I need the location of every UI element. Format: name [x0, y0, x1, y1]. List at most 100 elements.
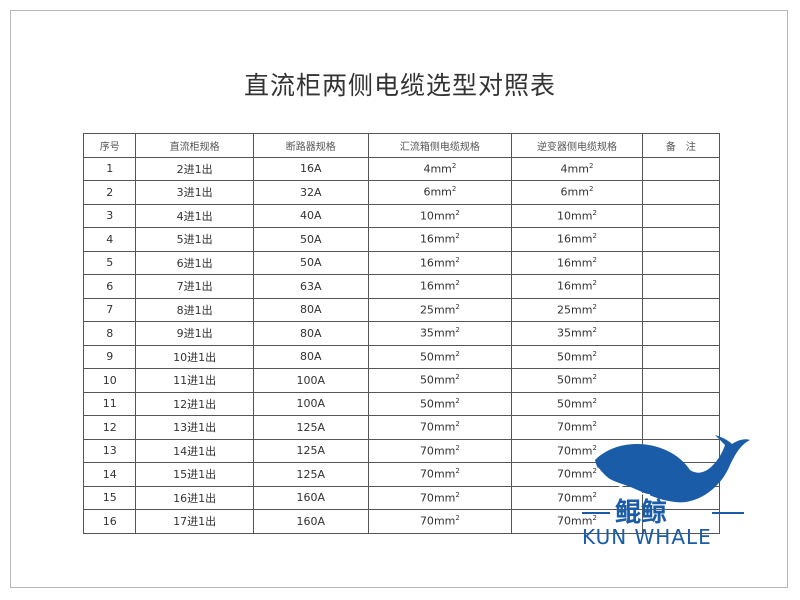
table-row: 16 17进1出 160A 70mm2 70mm2	[82, 509, 721, 534]
table-cell: 11进1出	[135, 368, 254, 393]
table-cell: 16mm2	[367, 250, 513, 275]
table-header-row: 序号 直流柜规格 断路器规格 汇流箱侧电缆规格 逆变器侧电缆规格备 注	[82, 133, 721, 158]
table-cell	[641, 203, 721, 228]
table-cell: 14进1出	[135, 438, 254, 463]
table-cell: 16mm2	[367, 274, 513, 299]
unit: mm	[433, 468, 456, 482]
table-cell: 15进1出	[135, 462, 254, 487]
column-header: 备 注	[641, 133, 721, 158]
cable-size: 4	[423, 162, 431, 176]
table-cell: 50mm2	[367, 391, 513, 416]
unit: mm	[571, 468, 593, 482]
table-cell: 63A	[252, 274, 369, 299]
table-cell: 50mm2	[367, 344, 513, 369]
column-header: 断路器规格	[252, 133, 369, 158]
cable-size: 25	[557, 303, 571, 317]
table-cell: 5进1出	[135, 227, 254, 252]
table-cell	[641, 274, 721, 299]
table-cell	[641, 321, 721, 346]
table-cell: 32A	[252, 180, 369, 205]
table-cell	[641, 368, 721, 393]
column-header: 序号	[82, 133, 137, 158]
unit-exponent: 2	[455, 443, 460, 452]
unit: mm	[430, 162, 452, 176]
unit: mm	[433, 515, 456, 529]
table-row: 4 5进1出 50A 16mm2 16mm2	[82, 227, 721, 252]
unit-exponent: 2	[455, 279, 460, 288]
cable-size: 70	[557, 468, 571, 482]
table-cell: 16进1出	[135, 485, 254, 510]
unit-exponent: 2	[455, 232, 460, 241]
unit-exponent: 2	[455, 514, 460, 523]
unit: mm	[571, 397, 593, 411]
cable-spec-table: 序号 直流柜规格 断路器规格 汇流箱侧电缆规格 逆变器侧电缆规格备 注 1 2进1出 16A…	[82, 133, 721, 534]
cable-size: 4	[560, 162, 568, 176]
unit: mm	[433, 327, 456, 341]
unit: mm	[571, 280, 593, 294]
table-cell: 6mm2	[367, 180, 513, 205]
unit: mm	[571, 374, 593, 388]
unit-exponent: 2	[592, 255, 597, 264]
table-cell: 50mm2	[511, 344, 643, 369]
cable-size: 50	[419, 374, 434, 388]
table-cell: 70mm2	[511, 415, 643, 440]
unit: mm	[571, 421, 593, 435]
table-cell: 16mm2	[511, 274, 643, 299]
unit-exponent: 2	[592, 302, 597, 311]
cable-size: 70	[419, 421, 434, 435]
unit-exponent: 2	[592, 443, 597, 452]
cable-size: 50	[557, 397, 571, 411]
table-cell: 16	[82, 509, 137, 534]
unit: mm	[571, 303, 593, 317]
cable-size: 16	[419, 280, 434, 294]
cable-size: 16	[557, 233, 571, 247]
table-cell	[641, 156, 721, 181]
unit: mm	[433, 209, 456, 223]
table-cell: 125A	[252, 462, 369, 487]
unit-exponent: 2	[592, 467, 597, 476]
table-cell: 15	[82, 485, 137, 510]
unit-exponent: 2	[455, 467, 460, 476]
cable-size: 6	[423, 186, 431, 200]
table-cell: 70mm2	[511, 509, 643, 534]
table-cell: 70mm2	[367, 462, 513, 487]
cable-size: 25	[419, 303, 434, 317]
table-cell	[641, 297, 721, 322]
table-cell: 70mm2	[367, 415, 513, 440]
table-cell: 10	[82, 368, 137, 393]
table-cell: 10mm2	[511, 203, 643, 228]
table-cell: 50mm2	[367, 368, 513, 393]
table-cell: 70mm2	[367, 485, 513, 510]
cable-size: 35	[419, 327, 434, 341]
table-row: 3 4进1出 40A 10mm2 10mm2	[82, 203, 721, 228]
unit-exponent: 2	[592, 232, 597, 241]
table-row: 7 8进1出 80A 25mm2 25mm2	[82, 297, 721, 322]
table-cell: 80A	[252, 344, 369, 369]
unit-exponent: 2	[455, 326, 460, 335]
unit: mm	[571, 350, 593, 364]
unit-exponent: 2	[592, 349, 597, 358]
unit: mm	[433, 303, 456, 317]
logo-text-cn: 鲲鲸	[615, 498, 668, 528]
unit: mm	[567, 162, 589, 176]
table-cell: 4进1出	[135, 203, 254, 228]
table-cell: 50A	[252, 227, 369, 252]
unit-exponent: 2	[588, 161, 594, 170]
table-cell: 10进1出	[135, 344, 254, 369]
table-cell: 2	[82, 180, 137, 205]
unit: mm	[571, 491, 593, 505]
unit-exponent: 2	[588, 185, 594, 194]
unit-exponent: 2	[592, 279, 597, 288]
table-cell: 160A	[252, 485, 369, 510]
unit-exponent: 2	[592, 420, 597, 429]
unit-exponent: 2	[455, 490, 460, 499]
unit: mm	[571, 209, 593, 223]
unit-exponent: 2	[455, 349, 460, 358]
table-row: 12 13进1出 125A 70mm2 70mm2	[82, 415, 721, 440]
column-header: 逆变器侧电缆规格	[511, 133, 643, 158]
table-row: 9 10进1出 80A 50mm2 50mm2	[82, 344, 721, 369]
table-cell: 8	[82, 321, 137, 346]
table-cell: 70mm2	[367, 438, 513, 463]
table-cell: 40A	[252, 203, 369, 228]
table-row: 5 6进1出 50A 16mm2 16mm2	[82, 250, 721, 275]
